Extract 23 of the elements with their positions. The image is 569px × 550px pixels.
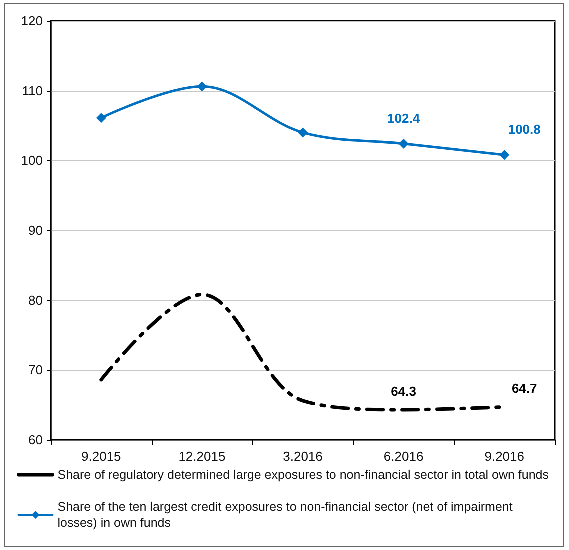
x-tick-label: 3.2016 [283,449,323,464]
x-tick-label: 12.2015 [178,449,226,464]
y-tick-label: 120 [21,14,43,28]
y-tick-label: 110 [22,83,43,98]
point [96,113,106,124]
data-label: 64.7 [512,381,538,396]
y-tick-label: 100 [21,153,43,168]
x-tick-label: 9.2016 [484,449,524,464]
point [398,138,409,149]
x-tick-label: 9.2015 [82,449,122,464]
point [500,150,510,160]
legend-label: Share of regulatory determined large exposures to non-financial sector in total own funds [58,468,550,482]
data-label: 100.8 [508,122,541,138]
point [298,128,308,138]
y-tick-label: 90 [28,223,43,238]
point [197,82,208,92]
data-label: 64.3 [391,384,416,399]
x-tick-label: 6.2016 [384,449,424,464]
data-label: 102.4 [388,110,421,126]
y-tick-label: 80 [28,292,43,308]
y-tick-label: 70 [28,362,43,378]
y-tick-label: 60 [28,432,43,448]
legend-label: Share of the ten largest credit exposures to non-financial sector (net of impairment losses) in own funds [58,500,516,530]
